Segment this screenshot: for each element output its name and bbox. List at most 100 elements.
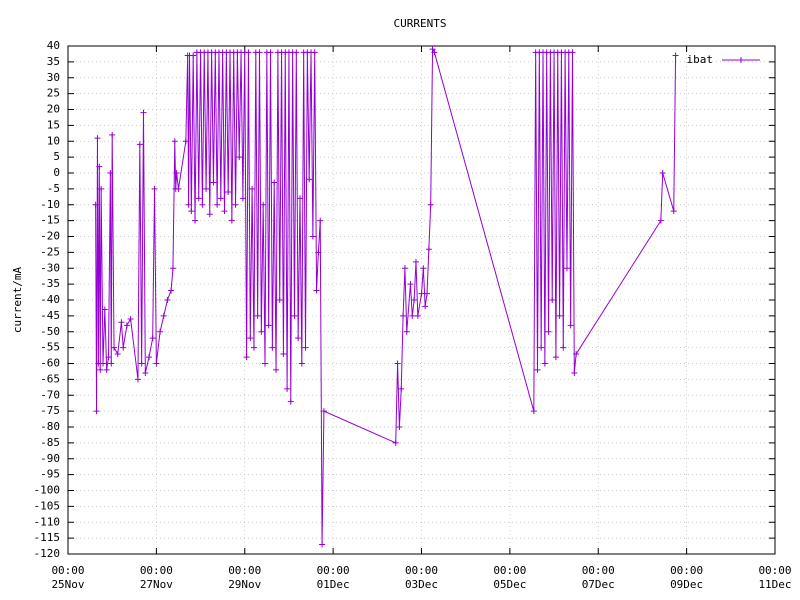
data-point xyxy=(549,297,556,303)
data-point xyxy=(151,185,158,192)
data-point xyxy=(302,344,309,351)
y-tick-label: -105 xyxy=(34,499,61,512)
data-point xyxy=(114,350,121,357)
x-tick-label: 11Dec xyxy=(758,578,791,591)
data-point xyxy=(199,201,206,208)
data-point xyxy=(188,208,195,215)
data-point xyxy=(401,265,408,272)
data-point xyxy=(210,179,217,186)
y-tick-label: -90 xyxy=(40,452,60,465)
data-point xyxy=(168,287,175,294)
data-point xyxy=(105,354,112,361)
y-tick-label: -100 xyxy=(34,484,61,497)
data-point xyxy=(412,258,419,265)
x-tick-label: 01Dec xyxy=(317,578,350,591)
data-point xyxy=(298,360,305,367)
y-tick-label: 15 xyxy=(47,118,60,131)
data-point xyxy=(538,344,545,351)
data-point xyxy=(296,195,303,202)
data-point xyxy=(280,350,287,357)
data-point xyxy=(319,541,326,548)
data-point xyxy=(192,217,199,224)
data-point xyxy=(190,52,197,59)
data-point xyxy=(221,208,228,215)
data-point xyxy=(258,328,265,335)
data-point xyxy=(315,249,322,256)
data-point xyxy=(203,185,210,192)
data-point xyxy=(134,376,141,383)
data-point xyxy=(206,211,213,218)
data-point xyxy=(420,265,427,272)
x-tick-label: 25Nov xyxy=(51,578,84,591)
y-tick-label: -35 xyxy=(40,277,60,290)
data-point xyxy=(293,49,300,56)
data-point xyxy=(429,46,436,53)
y-tick-label: 40 xyxy=(47,39,60,52)
data-point xyxy=(153,360,160,367)
data-point xyxy=(108,360,115,367)
data-point xyxy=(320,408,327,415)
chart-title: CURRENTS xyxy=(394,17,447,30)
data-point xyxy=(552,354,559,361)
y-tick-label: 20 xyxy=(47,103,60,116)
data-point xyxy=(573,350,580,357)
data-point xyxy=(672,52,679,59)
data-point xyxy=(414,312,421,319)
y-tick-label: 30 xyxy=(47,71,60,84)
x-tick-label: 27Nov xyxy=(140,578,173,591)
legend-swatch xyxy=(722,57,760,63)
data-point xyxy=(657,217,664,224)
data-point xyxy=(291,312,298,319)
data-point xyxy=(398,385,405,392)
data-point xyxy=(157,328,164,335)
data-point xyxy=(146,354,153,361)
y-tick-label: -110 xyxy=(34,515,61,528)
data-point xyxy=(411,297,418,303)
data-point xyxy=(563,265,570,272)
data-point xyxy=(418,290,425,297)
data-point xyxy=(260,201,267,208)
data-point xyxy=(400,312,407,319)
data-point xyxy=(313,287,320,294)
data-point xyxy=(311,49,318,56)
data-point xyxy=(530,408,537,415)
y-tick-label: 35 xyxy=(47,55,60,68)
y-tick-label: 25 xyxy=(47,87,60,100)
x-tick-label: 07Dec xyxy=(582,578,615,591)
data-point xyxy=(306,176,313,183)
data-point xyxy=(149,335,156,342)
y-tick-label: 10 xyxy=(47,134,60,147)
data-point xyxy=(247,335,254,342)
data-point xyxy=(534,366,541,373)
data-point xyxy=(571,370,578,377)
y-tick-label: -5 xyxy=(47,182,60,195)
data-point xyxy=(169,265,176,272)
data-point xyxy=(136,141,143,148)
y-tick-label: -25 xyxy=(40,245,60,258)
data-point xyxy=(111,344,118,351)
data-point xyxy=(403,328,410,335)
data-point xyxy=(250,344,257,351)
data-point xyxy=(195,195,202,202)
data-point xyxy=(295,335,302,342)
data-point xyxy=(256,49,263,56)
data-point xyxy=(569,49,576,56)
x-tick-label: 00:00 xyxy=(493,564,526,577)
data-point xyxy=(567,322,574,329)
data-point xyxy=(249,185,256,192)
data-point xyxy=(185,201,192,208)
x-tick-label: 29Nov xyxy=(228,578,261,591)
data-point xyxy=(101,306,108,313)
data-point xyxy=(217,195,224,202)
data-point xyxy=(425,246,432,253)
data-point xyxy=(407,281,414,288)
y-tick-label: -75 xyxy=(40,404,60,417)
y-tick-label: -60 xyxy=(40,357,60,370)
data-point xyxy=(243,354,250,361)
data-point xyxy=(232,201,239,208)
data-point xyxy=(545,328,552,335)
data-point xyxy=(409,312,416,319)
data-point xyxy=(236,154,243,161)
y-tick-label: -95 xyxy=(40,468,60,481)
y-tick-label: 5 xyxy=(53,150,60,163)
